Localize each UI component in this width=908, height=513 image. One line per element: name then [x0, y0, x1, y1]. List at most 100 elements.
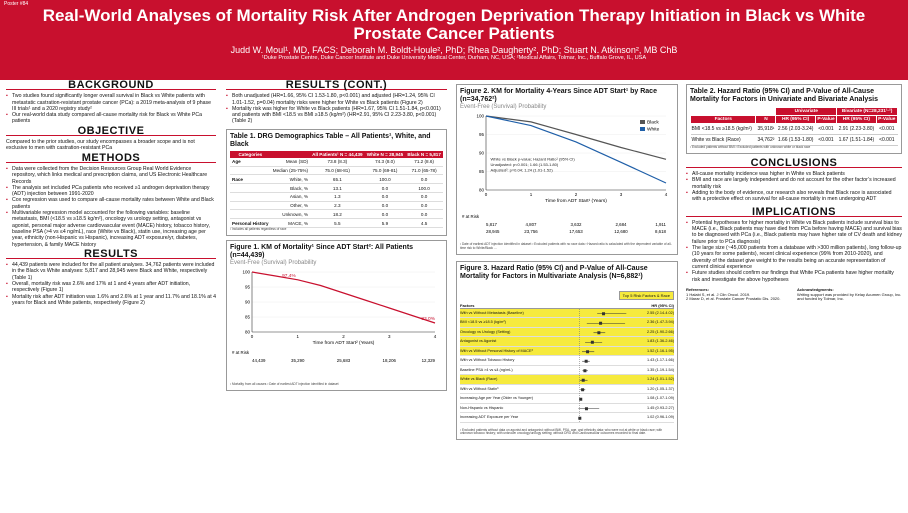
table2-header: HR (95% CI): [775, 115, 816, 124]
poster-header: Poster #84 Real-World Analyses of Mortal…: [0, 0, 908, 80]
implications-heading: IMPLICATIONS: [751, 205, 836, 218]
column-4: Table 2. Hazard Ratio (95% CI) and P-Val…: [686, 80, 902, 513]
forest-factor: Non-Hispanic vs Hispanic: [460, 405, 504, 410]
forest-row: Oncology vs Urology (Setting) 2.25 (1.90-…: [460, 327, 674, 338]
table1: Categories All Patients¹ N = 44,439 Whit…: [230, 150, 443, 229]
table-cell: 18.2: [310, 209, 365, 220]
y-tick-label: 85: [245, 314, 251, 319]
series-line-black: [485, 115, 667, 160]
risk-count: 28,945: [486, 229, 500, 234]
hr-point: [581, 378, 585, 382]
background-heading: BACKGROUND: [68, 79, 154, 91]
risk-count: 35,290: [291, 358, 305, 363]
implications-list: Potential hypotheses for higher mortalit…: [686, 220, 902, 283]
figure3-hr-header: HR (95% CI): [651, 302, 674, 308]
forest-hr: 1.02 (0.96-1.09): [646, 415, 674, 420]
table-cell: Black, %: [270, 183, 311, 193]
table1-header: White N = 28,945: [364, 150, 406, 158]
table-row: BMI <18.5 vs ≥18.5 (kg/m²) 35,918¹ 2.56 (2…: [690, 123, 898, 135]
x-axis-label: Time from ADT Start² (Years): [313, 340, 375, 346]
list-item: Both unadjusted (HR=1.66, 95% CI 1.53-1.…: [226, 93, 447, 106]
y-tick-label: 90: [479, 151, 485, 156]
figure1-subtitle: Event-Free (Survival) Probability: [230, 259, 317, 266]
list-item: Future studies should confirm our findin…: [686, 270, 902, 283]
hr-point: [579, 397, 583, 401]
results-cont-section: RESULTS (CONT.) Both unadjusted (HR=1.66…: [226, 79, 447, 125]
hr-point: [590, 340, 594, 344]
forest-factor: BMI <18.5 vs ≥18.5 (kg/m²): [460, 320, 506, 325]
figure2-subtitle: Event-Free (Survival) Probability: [460, 104, 547, 110]
figure2-box: Figure 2. KM for Mortality 4-Years Since…: [456, 84, 678, 255]
forest-hr: 2.25 (1.90-2.66): [646, 329, 674, 334]
table-row: Age Mean (SD) 73.8 (8.3) 74.3 (8.0) 71.2 (8.…: [230, 157, 443, 167]
series-line-all: [251, 271, 436, 324]
risk-count: 12,680: [614, 229, 628, 234]
table-cell: 0.0: [364, 209, 406, 220]
forest-hr: 1.52 (1.16-1.95): [646, 348, 674, 353]
table-cell: Personal History: [230, 218, 271, 229]
table-cell: 0.0: [405, 201, 443, 211]
table-cell: White vs Black (Race): [690, 134, 756, 146]
table-cell: 5.9: [364, 218, 406, 229]
column-2: RESULTS (CONT.) Both unadjusted (HR=1.66…: [226, 79, 447, 513]
table-cell: 0.0: [405, 192, 443, 202]
x-axis-label: Time from ADT Start¹ (Years): [545, 198, 607, 204]
poster-title: Real-World Analyses of Mortality Risk Af…: [42, 6, 866, 43]
table-cell: 65.1: [310, 174, 365, 185]
forest-factor: With vs Without Metastasis (Baseline): [460, 310, 524, 315]
table-cell: 74.3 (8.0): [364, 157, 406, 167]
forest-hr: 1.35 (1.19-1.54): [646, 367, 674, 372]
table2-header: HR (95% CI): [836, 115, 877, 124]
figure3-title: Figure 3. Hazard Ratio (95% CI) and P-Va…: [460, 264, 648, 280]
table-cell: MACE, %: [270, 218, 311, 229]
hr-point: [584, 359, 588, 363]
table-row: Asian, % 1.3 0.0 0.0: [230, 192, 443, 202]
table2-title: Table 2. Hazard Ratio (95% CI) and P-Val…: [690, 88, 879, 103]
forest-factor: With vs Without Statin³: [460, 386, 499, 391]
affiliations: ¹Duke Prostate Centre, Duke Cancer Insti…: [261, 55, 647, 61]
figure1-box: Figure 1. KM of Mortality¹ Since ADT Sta…: [226, 239, 447, 391]
y-tick-label: 100: [476, 114, 484, 119]
list-item: The analysis set included PCa patients w…: [6, 185, 216, 198]
results-cont-list: Both unadjusted (HR=1.66, 95% CI 1.53-1.…: [226, 93, 447, 124]
forest-row: With vs Without Tobacco History 1.43 (1.1…: [460, 356, 674, 366]
table-cell: Mean (SD): [270, 157, 311, 167]
table-row: Race White, % 65.1 100.0 0.0: [230, 174, 443, 185]
hr-point: [584, 406, 588, 410]
risk-count: 18,206: [383, 358, 397, 363]
table2-box: Table 2. Hazard Ratio (95% CI) and P-Val…: [686, 84, 902, 154]
table-cell: [230, 201, 271, 211]
hr-point: [583, 368, 587, 372]
hr-point: [586, 349, 590, 353]
figure3-footnotes: ¹ Excluded patients without data on agon…: [460, 427, 663, 436]
implications-section: IMPLICATIONS Potential hypotheses for hi…: [686, 205, 902, 283]
forest-hr: 1.08 (1.07-1.09): [646, 396, 674, 401]
table-cell: 0.0: [405, 209, 443, 220]
y-tick-label: 95: [479, 132, 485, 137]
list-item: Mortality risk after ADT initiation was …: [6, 294, 216, 307]
list-item: Two studies found significantly longer o…: [6, 93, 216, 112]
methods-section: METHODS Data were collected from the Dec…: [6, 152, 216, 248]
x-tick-label: 4: [665, 192, 668, 197]
annotation-end: 83.0%: [421, 316, 435, 322]
forest-row: Antagonist vs Agonist 1.83 (1.36-2.46): [460, 337, 674, 347]
x-tick-label: 2: [342, 334, 345, 339]
table-cell: [230, 192, 271, 202]
table1-header: All Patients¹ N = 44,439: [310, 150, 365, 158]
legend-swatch: [640, 120, 645, 124]
hr-point: [599, 321, 603, 325]
y-tick-label: 100: [242, 269, 250, 274]
annotation-start: 97.4%: [282, 273, 296, 279]
table-cell: 13.1: [310, 183, 365, 193]
y-tick-label: 90: [245, 299, 251, 304]
table2-header: P-Value: [875, 115, 899, 124]
table-cell: BMI <18.5 vs ≥18.5 (kg/m²): [690, 123, 756, 135]
forest-row: With vs Without Personal History of MACE…: [460, 346, 674, 357]
y-tick-label: 85: [479, 169, 485, 174]
figure2-footnotes: ¹ Date of earliest ADT injection identif…: [460, 242, 672, 250]
list-item: Multivariable regression model accounted…: [6, 210, 216, 248]
forest-hr: 1.24 (1.01-1.52): [646, 377, 674, 382]
list-item: Adding to the body of evidence, our rese…: [686, 190, 902, 203]
legend-swatch: [640, 127, 645, 131]
